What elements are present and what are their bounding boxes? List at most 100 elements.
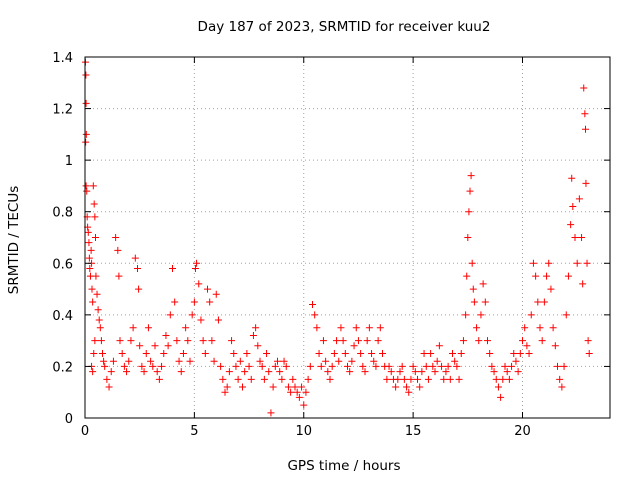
data-point — [260, 375, 268, 383]
data-point — [96, 324, 104, 332]
data-point — [473, 324, 481, 332]
data-point — [446, 375, 454, 383]
data-point — [87, 246, 95, 254]
data-point — [221, 388, 229, 396]
data-point — [420, 350, 428, 358]
data-point — [120, 362, 128, 370]
data-point — [90, 200, 98, 208]
x-tick-label: 20 — [514, 424, 531, 439]
data-point — [188, 311, 196, 319]
data-point — [284, 383, 292, 391]
data-point — [212, 290, 220, 298]
data-point — [512, 357, 520, 365]
data-point — [477, 311, 485, 319]
data-point — [324, 368, 332, 376]
data-point — [514, 368, 522, 376]
data-point — [91, 213, 99, 221]
data-point — [313, 324, 321, 332]
data-point — [363, 337, 371, 345]
data-point — [85, 254, 93, 262]
data-point — [584, 337, 592, 345]
data-point — [217, 362, 225, 370]
data-point — [243, 350, 251, 358]
data-point — [101, 362, 109, 370]
data-point — [427, 350, 435, 358]
data-point — [208, 337, 216, 345]
data-point — [414, 375, 421, 383]
data-point — [204, 285, 211, 293]
data-point — [249, 331, 257, 339]
data-point — [107, 368, 115, 376]
data-point — [144, 324, 152, 332]
data-point — [112, 234, 120, 241]
data-point — [457, 350, 465, 358]
data-point — [319, 337, 327, 345]
data-point — [234, 375, 242, 383]
data-point — [230, 350, 238, 358]
data-point — [134, 264, 141, 272]
data-point — [89, 298, 97, 306]
data-point — [501, 362, 509, 370]
data-point — [114, 246, 122, 254]
data-point — [385, 362, 393, 370]
data-point — [92, 272, 100, 280]
data-point — [543, 272, 551, 280]
data-point — [564, 272, 572, 280]
data-point — [311, 311, 319, 319]
data-point — [94, 306, 102, 314]
data-point — [405, 388, 413, 396]
data-point — [497, 393, 505, 401]
data-point — [583, 259, 591, 267]
data-point — [536, 324, 544, 332]
data-point — [462, 311, 470, 319]
data-point — [147, 357, 155, 365]
data-point — [409, 362, 417, 370]
data-point — [138, 362, 146, 370]
data-point — [578, 234, 586, 241]
data-point — [116, 337, 124, 345]
data-point — [429, 362, 437, 370]
data-point — [295, 393, 303, 401]
data-point — [545, 259, 553, 267]
data-point — [469, 285, 477, 293]
data-point — [465, 208, 473, 216]
data-point — [372, 362, 380, 370]
data-point — [171, 298, 179, 306]
data-point — [276, 368, 284, 376]
data-point — [398, 362, 406, 370]
data-point — [337, 324, 345, 332]
data-point — [175, 357, 183, 365]
x-axis-label: GPS time / hours — [287, 458, 400, 474]
data-point — [129, 324, 137, 332]
data-point — [459, 337, 467, 345]
data-point — [153, 368, 161, 376]
data-point — [89, 182, 97, 190]
data-point — [400, 375, 408, 383]
data-point — [247, 375, 255, 383]
data-point — [263, 350, 271, 358]
data-point — [125, 357, 133, 365]
data-point — [214, 316, 222, 324]
data-point — [105, 383, 113, 391]
data-point — [155, 375, 163, 383]
data-point — [195, 280, 203, 288]
grid-lines — [85, 57, 610, 418]
data-point — [118, 350, 126, 358]
data-point — [392, 383, 400, 391]
data-point — [470, 298, 478, 306]
data-point — [494, 383, 502, 391]
y-tick-label: 0.4 — [52, 309, 73, 324]
data-point — [558, 383, 566, 391]
data-point — [164, 342, 172, 350]
data-point — [464, 234, 472, 241]
data-point — [333, 337, 341, 345]
data-point — [582, 125, 589, 133]
y-tick-label: 1.4 — [52, 51, 73, 66]
data-point — [127, 337, 135, 345]
data-point — [135, 285, 143, 293]
data-point — [451, 357, 459, 365]
data-point — [86, 264, 94, 272]
data-point — [182, 324, 190, 332]
data-point — [82, 182, 90, 190]
